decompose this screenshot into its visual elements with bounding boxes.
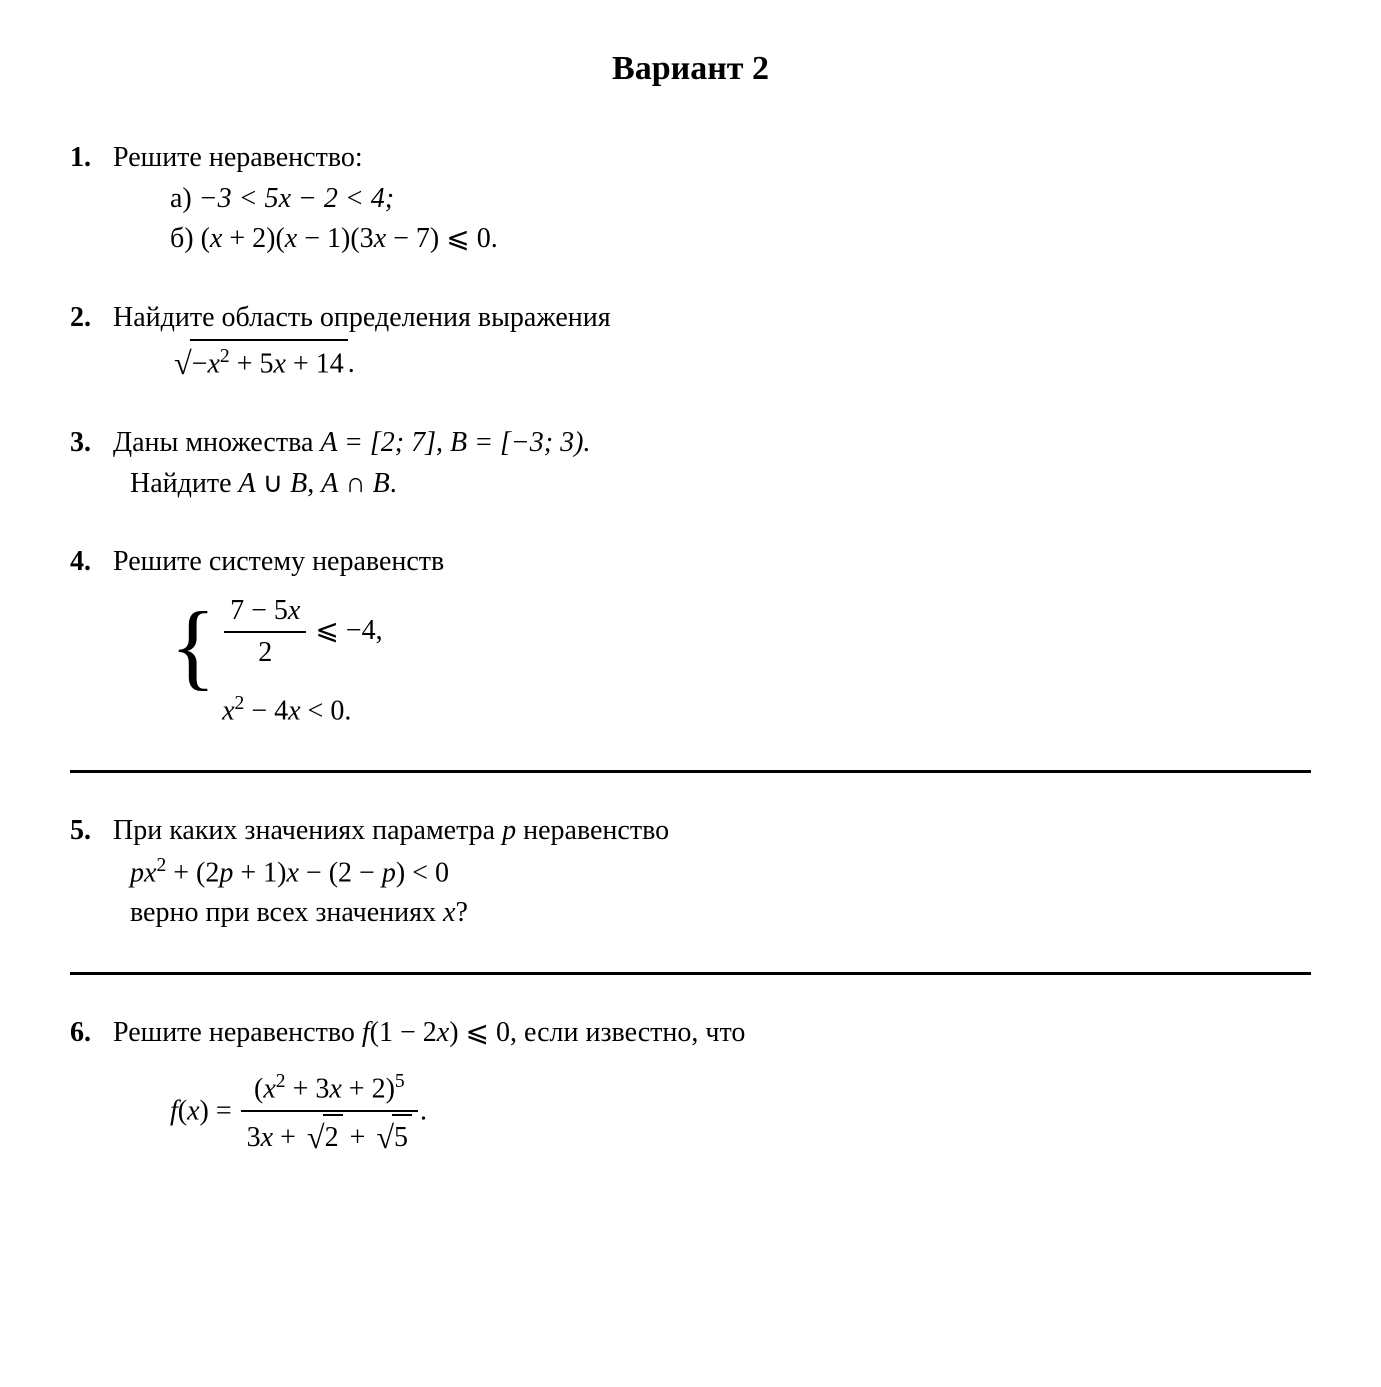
frac-fx: (x2 + 3x + 2)5 3x + √2 + √5 (241, 1068, 418, 1159)
problem-1b-expr: (x + 2)(x − 1)(3x − 7) ⩽ 0. (201, 223, 498, 254)
problem-3-line2: Найдите A ∪ B, A ∩ B. (70, 464, 1311, 505)
problem-5-line1: При каких значениях параметра p неравенс… (113, 815, 669, 846)
problem-4: 4. Решите систему неравенств { 7 − 5x 2 … (70, 542, 1311, 732)
frac-7-5x-over-2: 7 − 5x 2 (224, 591, 306, 674)
problem-2-text: Найдите область определения выражения (113, 302, 611, 333)
problem-5-number: 5. (70, 811, 106, 852)
problem-3-line1b: A = [2; 7], B = [−3; 3). (320, 427, 590, 458)
problem-6-intro-a: Решите неравенство (113, 1017, 362, 1048)
separator-2 (70, 972, 1311, 975)
problem-4-system: { 7 − 5x 2 ⩽ −4, x2 − 4x < 0. (70, 591, 1311, 732)
problem-3-line2a: Найдите (130, 468, 239, 499)
problem-1-number: 1. (70, 138, 106, 179)
problem-1a-label: а) (170, 183, 192, 214)
problem-5-expr: px2 + (2p + 1)x − (2 − p) < 0 (70, 852, 1311, 894)
problem-6-fx: f(x) = (x2 + 3x + 2)5 3x + √2 + √5 . (70, 1068, 1311, 1159)
problem-5: 5. При каких значениях параметра p нерав… (70, 811, 1311, 934)
problem-4-text: Решите систему неравенств (113, 546, 444, 577)
problem-4-line2: x2 − 4x < 0. (222, 690, 383, 732)
problem-3: 3. Даны множества A = [2; 7], B = [−3; 3… (70, 423, 1311, 504)
problem-2-tail: . (348, 348, 355, 379)
problem-2-expr: √−x2 + 5x + 14 . (70, 338, 1311, 385)
problem-3-line1a: Даны множества (113, 427, 320, 458)
problem-1a-expr: −3 < 5x − 2 < 4; (199, 183, 394, 214)
problem-2-number: 2. (70, 298, 106, 339)
problem-5-line3: верно при всех значениях x? (70, 893, 1311, 934)
page-title: Вариант 2 (70, 50, 1311, 88)
problem-1a: а) −3 < 5x − 2 < 4; (70, 179, 1311, 220)
sqrt-expr: √−x2 + 5x + 14 (170, 338, 348, 385)
problem-6-intro: Решите неравенство f(1 − 2x) ⩽ 0, если и… (113, 1017, 745, 1048)
brace-icon: { (170, 591, 216, 732)
problem-1b-label: б) (170, 223, 194, 254)
problem-4-line1-tail: ⩽ −4, (315, 615, 382, 646)
problem-1b: б) (x + 2)(x − 1)(3x − 7) ⩽ 0. (70, 219, 1311, 260)
problem-6-tail: . (420, 1095, 427, 1126)
problem-2: 2. Найдите область определения выражения… (70, 298, 1311, 385)
problem-6: 6. Решите неравенство f(1 − 2x) ⩽ 0, есл… (70, 1013, 1311, 1158)
problem-6-intro-b: , если известно, что (510, 1017, 745, 1048)
problem-3-line2b: A ∪ B, A ∩ B. (239, 468, 397, 499)
problem-1-text: Решите неравенство: (113, 142, 363, 173)
problem-3-number: 3. (70, 423, 106, 464)
problem-6-number: 6. (70, 1013, 106, 1054)
problem-4-line1: 7 − 5x 2 ⩽ −4, (222, 591, 383, 674)
problem-4-number: 4. (70, 542, 106, 583)
separator-1 (70, 770, 1311, 773)
problem-1: 1. Решите неравенство: а) −3 < 5x − 2 < … (70, 138, 1311, 260)
